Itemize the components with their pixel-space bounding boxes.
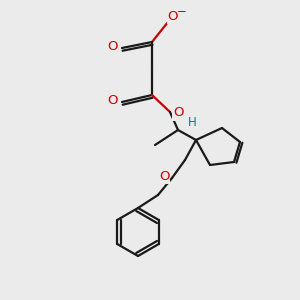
Text: O: O bbox=[159, 169, 169, 182]
Text: −: − bbox=[177, 5, 187, 19]
Text: H: H bbox=[188, 116, 196, 128]
Text: O: O bbox=[173, 106, 183, 119]
Text: O: O bbox=[108, 40, 118, 52]
Text: O: O bbox=[168, 10, 178, 22]
Text: O: O bbox=[108, 94, 118, 106]
